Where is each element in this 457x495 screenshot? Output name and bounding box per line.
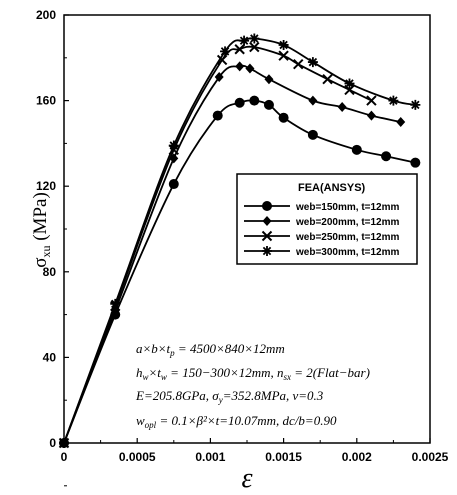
x-tick-label: 0.001 xyxy=(195,450,225,464)
data-point xyxy=(168,140,179,151)
legend-label: web=300mm, t=12mm xyxy=(295,247,399,258)
annotation-imperfection: wopl = 0.1×β²×t=10.07mm, dc/b=0.90 xyxy=(136,413,337,430)
x-tick-label: 0.0015 xyxy=(265,450,302,464)
legend-entry: web=200mm, t=12mm xyxy=(244,216,399,228)
x-tick-label: 0 xyxy=(61,450,68,464)
annotations: a×b×tp = 4500×840×12mm hw×tw = 150−300×1… xyxy=(135,341,370,430)
data-point xyxy=(351,144,362,155)
legend: FEA(ANSYS) web=150mm, t=12mm web=200mm, t… xyxy=(236,173,418,265)
data-point xyxy=(234,97,245,108)
y-tick-label: 160 xyxy=(36,94,56,108)
data-point xyxy=(307,129,318,140)
data-point xyxy=(278,50,289,61)
data-point xyxy=(220,46,231,57)
data-point xyxy=(396,117,406,127)
legend-marker xyxy=(262,216,272,226)
legend-title: FEA(ANSYS) xyxy=(298,182,366,194)
x-tick-label: 0.0025 xyxy=(412,450,449,464)
y-axis-label-unit: (MPa) xyxy=(30,192,51,245)
data-point xyxy=(278,39,289,50)
y-axis-label: σxu (MPa) xyxy=(30,192,53,268)
data-point xyxy=(249,33,260,44)
legend-label: web=150mm, t=12mm xyxy=(295,202,399,213)
data-point xyxy=(212,110,223,121)
data-point xyxy=(168,179,179,190)
data-point xyxy=(410,157,421,168)
data-point xyxy=(264,74,274,85)
data-point xyxy=(388,95,399,106)
x-tick-label: 0.002 xyxy=(342,450,372,464)
y-tick-label: 120 xyxy=(36,179,56,193)
data-point xyxy=(293,59,304,70)
legend-entry: web=300mm, t=12mm xyxy=(244,246,399,258)
data-point xyxy=(249,41,260,53)
legend-marker xyxy=(261,230,273,242)
legend-label: web=200mm, t=12mm xyxy=(295,217,399,228)
data-point xyxy=(59,438,69,448)
data-point xyxy=(366,95,377,106)
data-point xyxy=(249,95,260,106)
data-point xyxy=(216,54,228,66)
y-tick-label: 80 xyxy=(43,265,57,279)
data-point xyxy=(278,112,289,123)
data-point xyxy=(366,110,376,121)
legend-entry: web=250mm, t=12mm xyxy=(244,230,399,243)
legend-rows: web=150mm, t=12mm web=200mm, t=12mm web=25… xyxy=(244,201,399,258)
y-axis-label-sub: xu xyxy=(39,246,53,258)
y-tick-label: 0 xyxy=(49,436,56,450)
x-tick-label: 0.0005 xyxy=(119,450,156,464)
data-point xyxy=(344,78,355,89)
data-point xyxy=(263,99,274,110)
data-point xyxy=(381,151,392,162)
legend-entry: web=150mm, t=12mm xyxy=(244,201,399,213)
data-point xyxy=(410,99,421,110)
legend-marker xyxy=(262,201,272,211)
data-point xyxy=(235,61,245,72)
data-point xyxy=(214,72,224,83)
series-4 xyxy=(59,33,421,448)
annotation-stiffener: hw×tw = 150−300×12mm, nsx = 2(Flat−bar) xyxy=(136,365,370,382)
x-axis-label: ε xyxy=(241,463,252,494)
legend-label: web=250mm, t=12mm xyxy=(295,232,399,243)
data-point xyxy=(239,35,250,46)
annotation-dimensions: a×b×tp = 4500×840×12mm xyxy=(136,341,285,358)
data-point xyxy=(322,73,333,85)
annotation-material: E=205.8GPa, σy=352.8MPa, ν=0.3 xyxy=(135,388,324,405)
data-point xyxy=(337,102,347,113)
data-point xyxy=(110,298,121,309)
legend-marker xyxy=(262,246,272,256)
y-tick-label: 40 xyxy=(43,350,57,364)
y-tick-label: 200 xyxy=(36,8,56,22)
data-point xyxy=(234,44,245,55)
data-point xyxy=(245,63,255,74)
series-layer xyxy=(58,33,421,449)
y-axis-label-sigma: σ xyxy=(30,258,51,268)
data-point xyxy=(308,95,318,106)
data-point xyxy=(307,57,318,68)
